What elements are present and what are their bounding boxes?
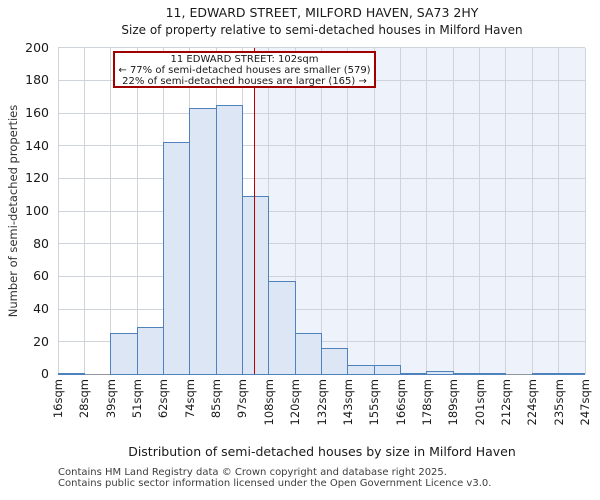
x-tick-label: 97sqm	[235, 379, 250, 419]
marker-line	[253, 47, 256, 375]
x-tick-label: 212sqm	[498, 379, 513, 426]
x-tick-label: 235sqm	[551, 379, 566, 426]
x-tick-label: 143sqm	[340, 379, 355, 426]
v-gridline	[452, 47, 454, 375]
chart-header: 11, EDWARD STREET, MILFORD HAVEN, SA73 2…	[44, 0, 600, 37]
histogram-bar	[294, 333, 322, 375]
histogram-bar	[452, 372, 481, 375]
y-tick-label: 200	[25, 39, 49, 55]
v-gridline	[83, 47, 85, 375]
x-tick-label: 120sqm	[288, 379, 303, 426]
x-axis-title: Distribution of semi-detached houses by …	[128, 444, 516, 459]
x-tick-label: 74sqm	[182, 379, 197, 419]
v-gridline	[479, 47, 481, 375]
y-tick-label: 80	[33, 235, 49, 251]
histogram-bar	[373, 364, 402, 375]
x-tick-label: 155sqm	[367, 379, 382, 426]
v-gridline	[400, 47, 402, 375]
histogram-bar	[57, 372, 85, 375]
v-gridline	[505, 47, 507, 375]
annotation-line-3: 22% of semi-detached houses are larger (…	[122, 76, 367, 87]
y-tick-label: 60	[33, 268, 49, 284]
annotation-line-1: 11 EDWARD STREET: 102sqm	[170, 54, 319, 65]
y-tick-label: 140	[25, 137, 49, 153]
x-tick-label: 108sqm	[261, 379, 276, 426]
x-tick-label: 51sqm	[130, 379, 145, 419]
x-tick-label: 178sqm	[419, 379, 434, 426]
property-annotation: 11 EDWARD STREET: 102sqm ← 77% of semi-d…	[113, 51, 376, 88]
histogram-bar	[241, 196, 270, 375]
x-tick-label: 224sqm	[525, 379, 540, 426]
histogram-bar	[110, 333, 138, 375]
y-tick-label: 0	[41, 366, 49, 382]
histogram-bar	[189, 108, 217, 375]
y-tick-label: 100	[25, 203, 49, 219]
v-gridline	[57, 47, 59, 375]
y-axis-title: Number of semi-detached properties	[6, 104, 20, 318]
v-gridline	[347, 47, 349, 375]
annotation-line-2: ← 77% of semi-detached houses are smalle…	[118, 65, 371, 76]
histogram-bar	[558, 372, 586, 375]
x-tick-label: 85sqm	[209, 379, 224, 419]
x-tick-label: 166sqm	[393, 379, 408, 426]
v-gridline	[136, 47, 138, 375]
histogram-bar	[347, 364, 375, 375]
histogram-bar	[321, 348, 349, 375]
histogram-bar	[426, 371, 454, 375]
x-tick-label: 16sqm	[51, 379, 65, 419]
x-tick-label: 189sqm	[446, 379, 461, 426]
histogram-bar	[162, 142, 191, 375]
y-tick-label: 40	[33, 301, 49, 316]
y-tick-label: 20	[33, 333, 49, 349]
v-gridline	[584, 47, 586, 375]
x-tick-label: 247sqm	[578, 379, 592, 426]
y-tick-label: 180	[25, 72, 49, 88]
v-gridline	[321, 47, 322, 375]
x-tick-label: 28sqm	[77, 379, 92, 419]
x-tick-label: 201sqm	[472, 379, 487, 426]
histogram-bar	[479, 372, 507, 375]
y-tick-label: 160	[25, 105, 49, 121]
v-gridline	[531, 47, 533, 375]
y-tick-label: 120	[25, 170, 49, 186]
histogram-bar	[268, 281, 296, 375]
footer-line-1: Contains HM Land Registry data © Crown c…	[58, 467, 447, 478]
histogram-bar	[531, 372, 560, 375]
v-gridline	[110, 47, 112, 375]
histogram-bar	[215, 104, 243, 375]
x-tick-label: 39sqm	[103, 379, 118, 419]
v-gridline	[558, 47, 560, 375]
v-gridline	[373, 47, 375, 375]
chart-title: 11, EDWARD STREET, MILFORD HAVEN, SA73 2…	[165, 5, 479, 20]
chart-subtitle: Size of property relative to semi-detach…	[121, 23, 523, 37]
histogram-bar	[136, 326, 164, 375]
footer-line-2: Contains public sector information licen…	[58, 478, 492, 489]
x-tick-label: 132sqm	[314, 379, 329, 426]
v-gridline	[294, 47, 296, 375]
histogram-bar	[400, 372, 428, 375]
x-tick-label: 62sqm	[156, 379, 171, 419]
v-gridline	[426, 47, 428, 375]
